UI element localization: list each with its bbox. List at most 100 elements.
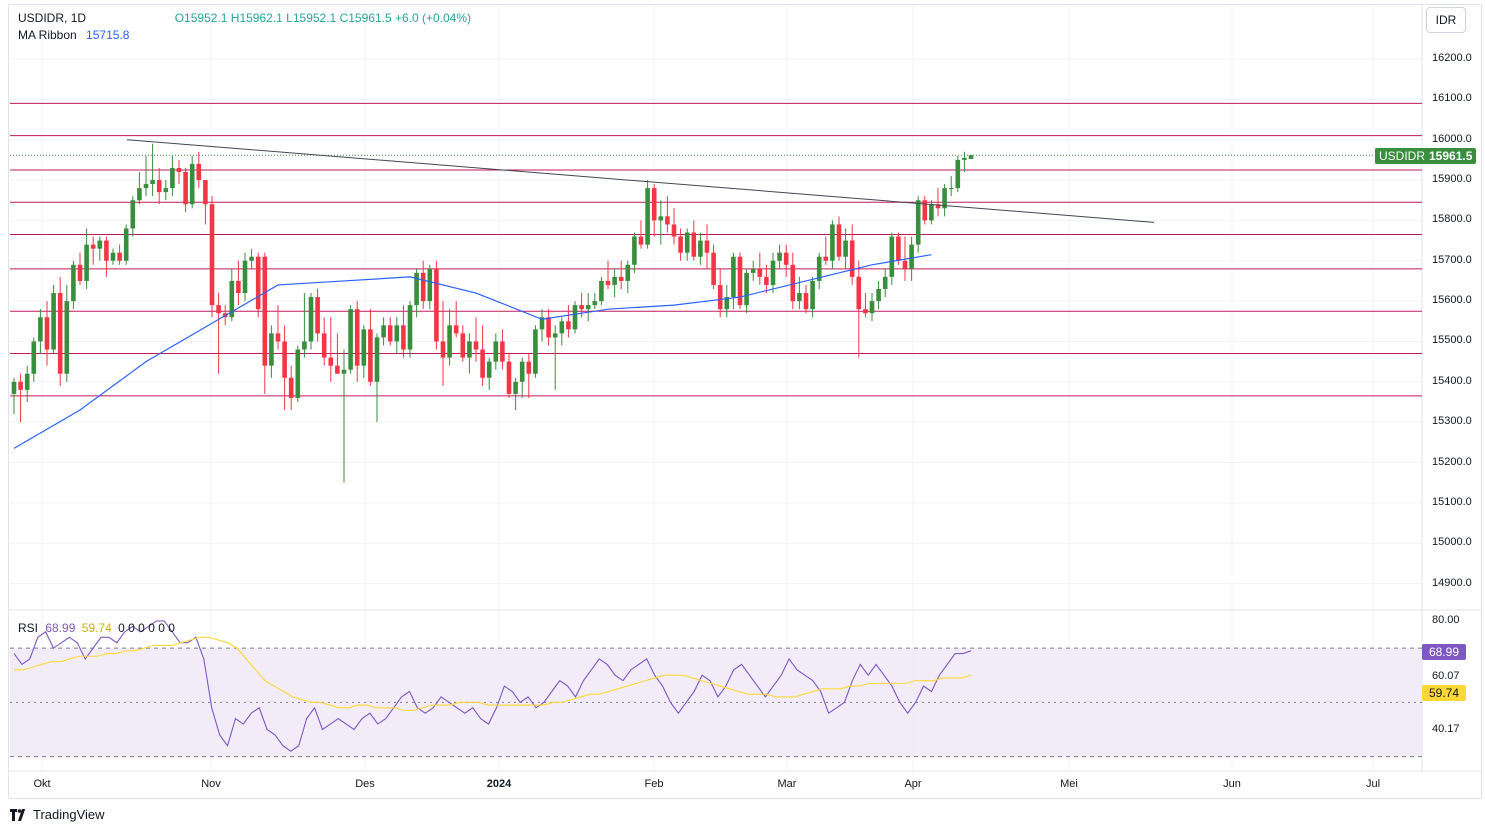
symbol-price-tag: USDIDR xyxy=(1375,148,1430,164)
candle-body xyxy=(638,236,644,245)
candle-body xyxy=(724,297,730,310)
ohlc-open: O15952.1 xyxy=(174,11,228,25)
time-axis-label: Apr xyxy=(904,778,922,790)
candle-body xyxy=(856,276,862,310)
candle-body xyxy=(216,305,221,314)
candle-body xyxy=(816,256,822,281)
candle-body xyxy=(566,321,571,330)
candle-body xyxy=(744,272,749,306)
candle-body xyxy=(526,361,532,374)
ma-legend-name: MA Ribbon xyxy=(18,28,77,42)
candle-body xyxy=(764,276,769,285)
candle-body xyxy=(533,329,538,374)
currency-button[interactable]: IDR xyxy=(1426,7,1466,33)
rsi-axis-label-80: 80.00 xyxy=(1432,614,1460,626)
candle-body xyxy=(757,268,763,277)
candle-body xyxy=(361,329,367,366)
candle-body xyxy=(308,297,314,342)
candle-body xyxy=(579,305,584,310)
candle-body xyxy=(618,276,624,281)
time-axis-label: Jul xyxy=(1365,778,1381,790)
candle-body xyxy=(176,167,182,172)
tradingview-logo[interactable]: TradingView xyxy=(10,807,105,822)
candle-body xyxy=(486,361,492,378)
candle-body xyxy=(262,256,268,366)
candle-body xyxy=(24,373,30,390)
rsi-axis-label-60: 60.07 xyxy=(1432,670,1460,682)
candle-body xyxy=(183,171,188,205)
candle-body xyxy=(453,325,459,334)
time-axis-label: Jun xyxy=(1223,778,1241,790)
candle-body xyxy=(684,232,690,253)
candle-body xyxy=(255,256,261,310)
candle-body xyxy=(117,252,122,261)
rsi-legend-zero-1: 0 xyxy=(118,621,125,635)
rsi-legend[interactable]: RSI 68.99 59.74 0 0 0 0 0 0 xyxy=(18,621,175,635)
price-axis-label: 16100.0 xyxy=(1432,92,1472,105)
candle-body xyxy=(31,341,37,374)
candle-body xyxy=(711,252,716,285)
rsi-legend-zero-4: 0 xyxy=(148,621,155,635)
candle-body xyxy=(678,236,683,253)
candle-body xyxy=(770,260,776,285)
candle-body xyxy=(295,349,301,398)
candle-body xyxy=(836,224,842,257)
candle-body xyxy=(909,244,914,269)
rsi-legend-zero-6: 0 xyxy=(168,621,175,635)
candle-body xyxy=(632,236,637,265)
candle-body xyxy=(123,228,129,261)
candle-body xyxy=(665,216,670,225)
price-axis-label: 15500.0 xyxy=(1432,334,1472,347)
candle-body xyxy=(612,276,617,285)
candle-body xyxy=(460,333,466,358)
rsi-value-tag: 68.99 xyxy=(1422,644,1466,660)
candle-body xyxy=(750,268,756,273)
candle-body xyxy=(156,180,162,193)
candle-body xyxy=(447,325,452,358)
candle-body xyxy=(500,341,505,362)
rsi-legend-name: RSI xyxy=(18,621,39,635)
candle-body xyxy=(163,188,169,193)
candle-body xyxy=(698,240,703,257)
interval-label[interactable]: 1D xyxy=(70,11,87,25)
candle-body xyxy=(506,361,512,394)
candle-body xyxy=(922,200,928,221)
symbol-label[interactable]: USDIDR xyxy=(18,11,65,25)
candle-body xyxy=(315,297,320,334)
candle-body xyxy=(242,260,248,294)
candle-body xyxy=(143,184,149,189)
candle-body xyxy=(407,305,413,350)
candle-body xyxy=(38,317,43,342)
candle-body xyxy=(341,369,347,374)
price-axis-label: 15400.0 xyxy=(1432,374,1472,387)
ohlc-low: L15952.1 xyxy=(286,11,337,25)
candle-body xyxy=(467,341,472,358)
candle-body xyxy=(44,317,50,350)
candle-body xyxy=(889,236,895,277)
candle-body xyxy=(599,280,604,302)
candle-body xyxy=(57,293,63,374)
tradingview-icon xyxy=(10,808,26,821)
candle-body xyxy=(64,301,70,374)
candle-body xyxy=(381,325,386,338)
candle-body xyxy=(810,280,815,310)
candle-body xyxy=(849,240,855,277)
rsi-legend-value: 68.99 xyxy=(45,621,76,635)
price-axis-label: 15900.0 xyxy=(1432,173,1472,186)
candle-body xyxy=(18,381,23,390)
candle-body xyxy=(104,240,109,261)
candle-body xyxy=(420,272,426,302)
rsi-legend-signal: 59.74 xyxy=(81,621,112,635)
candle-body xyxy=(731,256,736,298)
price-axis-label: 15600.0 xyxy=(1432,294,1472,307)
candle-body xyxy=(236,280,241,294)
candle-body xyxy=(783,252,789,265)
time-axis-label: Mar xyxy=(777,778,797,790)
candle-body xyxy=(130,200,136,229)
rsi-signal-tag: 59.74 xyxy=(1422,685,1466,701)
candle-body xyxy=(915,200,921,245)
time-axis-label: Nov xyxy=(201,778,221,790)
ma-legend[interactable]: MA Ribbon 15715.8 xyxy=(18,28,129,42)
candle-body xyxy=(658,216,664,221)
